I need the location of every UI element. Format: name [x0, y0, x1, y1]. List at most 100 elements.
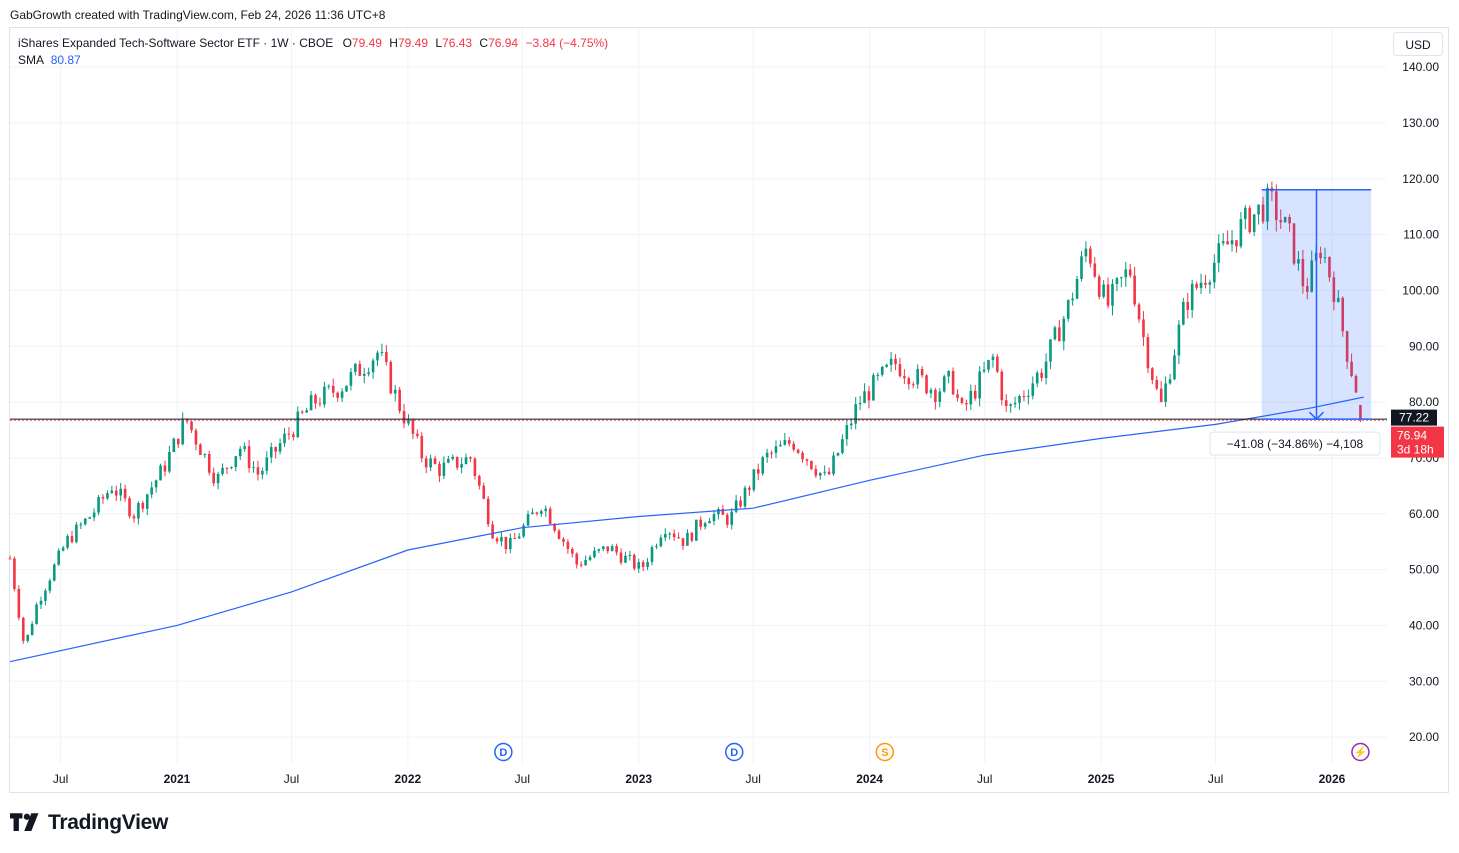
candle-body[interactable] — [1319, 252, 1322, 259]
candle-body[interactable] — [1301, 258, 1305, 287]
split-event-icon[interactable] — [875, 742, 895, 762]
candle-body[interactable] — [1146, 337, 1150, 369]
candle-body[interactable] — [1217, 243, 1221, 263]
candle-body[interactable] — [491, 524, 494, 539]
candle-body[interactable] — [907, 378, 911, 385]
candle-body[interactable] — [996, 356, 999, 372]
candle-body[interactable] — [1133, 275, 1136, 305]
candle-body[interactable] — [1031, 383, 1035, 396]
candle-body[interactable] — [805, 459, 809, 461]
candle-body[interactable] — [274, 447, 277, 452]
candle-body[interactable] — [331, 385, 335, 393]
candle-body[interactable] — [845, 425, 849, 440]
candle-body[interactable] — [504, 536, 508, 550]
candle-body[interactable] — [389, 361, 393, 394]
candle-body[interactable] — [1093, 263, 1097, 277]
candle-body[interactable] — [407, 419, 410, 424]
candle-body[interactable] — [553, 523, 556, 531]
candle-body[interactable] — [30, 623, 34, 635]
candle-body[interactable] — [1137, 304, 1141, 320]
candle-body[interactable] — [247, 446, 251, 469]
candle-body[interactable] — [447, 458, 450, 463]
candle-body[interactable] — [221, 467, 224, 474]
candle-body[interactable] — [1283, 217, 1287, 223]
candle-body[interactable] — [748, 487, 751, 490]
earnings-event-icon[interactable] — [1351, 742, 1370, 762]
candle-body[interactable] — [13, 558, 16, 589]
candle-body[interactable] — [385, 351, 388, 362]
candle-body[interactable] — [513, 538, 517, 540]
candle-body[interactable] — [269, 447, 273, 458]
candle-body[interactable] — [1111, 283, 1114, 306]
candle-body[interactable] — [615, 546, 618, 553]
candle-body[interactable] — [867, 391, 871, 401]
candle-body[interactable] — [774, 446, 778, 453]
candle-body[interactable] — [420, 436, 424, 459]
candle-body[interactable] — [566, 541, 570, 549]
candle-body[interactable] — [854, 404, 857, 424]
tradingview-logo[interactable]: TradingView — [10, 811, 168, 835]
candle-body[interactable] — [318, 403, 322, 405]
candle-body[interactable] — [35, 604, 38, 624]
candle-body[interactable] — [1009, 404, 1012, 407]
candle-body[interactable] — [168, 451, 171, 472]
symbol-label[interactable]: iShares Expanded Tech-Software Sector ET… — [18, 36, 334, 50]
candle-body[interactable] — [531, 512, 534, 515]
candle-body[interactable] — [1049, 339, 1052, 362]
candle-body[interactable] — [48, 580, 52, 591]
candle-body[interactable] — [1159, 388, 1163, 402]
candle-body[interactable] — [982, 369, 986, 372]
dividend-event-icon[interactable] — [494, 742, 513, 762]
candle-body[interactable] — [858, 403, 862, 405]
candle-body[interactable] — [393, 389, 397, 394]
candle-body[interactable] — [358, 363, 362, 376]
candle-body[interactable] — [97, 496, 100, 513]
sma-label[interactable]: SMA — [18, 53, 44, 67]
candle-body[interactable] — [646, 561, 649, 568]
candle-body[interactable] — [628, 555, 632, 557]
candle-body[interactable] — [783, 440, 787, 445]
candle-body[interactable] — [411, 419, 415, 434]
candle-body[interactable] — [885, 364, 888, 367]
candle-body[interactable] — [632, 555, 636, 569]
dividend-event-icon[interactable] — [724, 742, 744, 762]
candle-body[interactable] — [442, 462, 446, 476]
candle-body[interactable] — [1213, 262, 1216, 283]
candle-body[interactable] — [283, 433, 286, 444]
candle-body[interactable] — [1266, 187, 1269, 222]
candle-body[interactable] — [920, 369, 924, 376]
candle-body[interactable] — [52, 564, 56, 581]
candle-body[interactable] — [752, 469, 756, 490]
candle-body[interactable] — [1261, 204, 1265, 222]
candle-body[interactable] — [478, 476, 481, 486]
candle-body[interactable] — [650, 547, 654, 562]
candle-body[interactable] — [535, 512, 539, 514]
candle-body[interactable] — [234, 456, 238, 467]
candle-body[interactable] — [1252, 214, 1256, 233]
candle-body[interactable] — [1177, 324, 1181, 356]
candle-body[interactable] — [486, 498, 490, 525]
candle-body[interactable] — [194, 430, 198, 445]
candle-body[interactable] — [770, 452, 773, 454]
candle-body[interactable] — [584, 559, 587, 566]
candle-body[interactable] — [433, 458, 437, 464]
candle-body[interactable] — [1292, 223, 1296, 264]
candle-body[interactable] — [1345, 331, 1349, 362]
candle-body[interactable] — [1013, 402, 1017, 405]
candle-body[interactable] — [593, 550, 596, 558]
candle-body[interactable] — [624, 555, 627, 563]
candle-body[interactable] — [761, 457, 765, 474]
candle-body[interactable] — [150, 487, 153, 495]
candle-body[interactable] — [106, 493, 109, 499]
candle-body[interactable] — [823, 471, 826, 473]
candle-body[interactable] — [207, 454, 211, 473]
candle-body[interactable] — [39, 600, 43, 605]
candle-body[interactable] — [1115, 278, 1119, 284]
candle-body[interactable] — [1297, 258, 1300, 264]
candle-body[interactable] — [367, 372, 370, 375]
candle-body[interactable] — [597, 549, 601, 551]
candle-body[interactable] — [132, 516, 136, 519]
candle-body[interactable] — [181, 418, 184, 445]
candle-body[interactable] — [1102, 284, 1105, 297]
